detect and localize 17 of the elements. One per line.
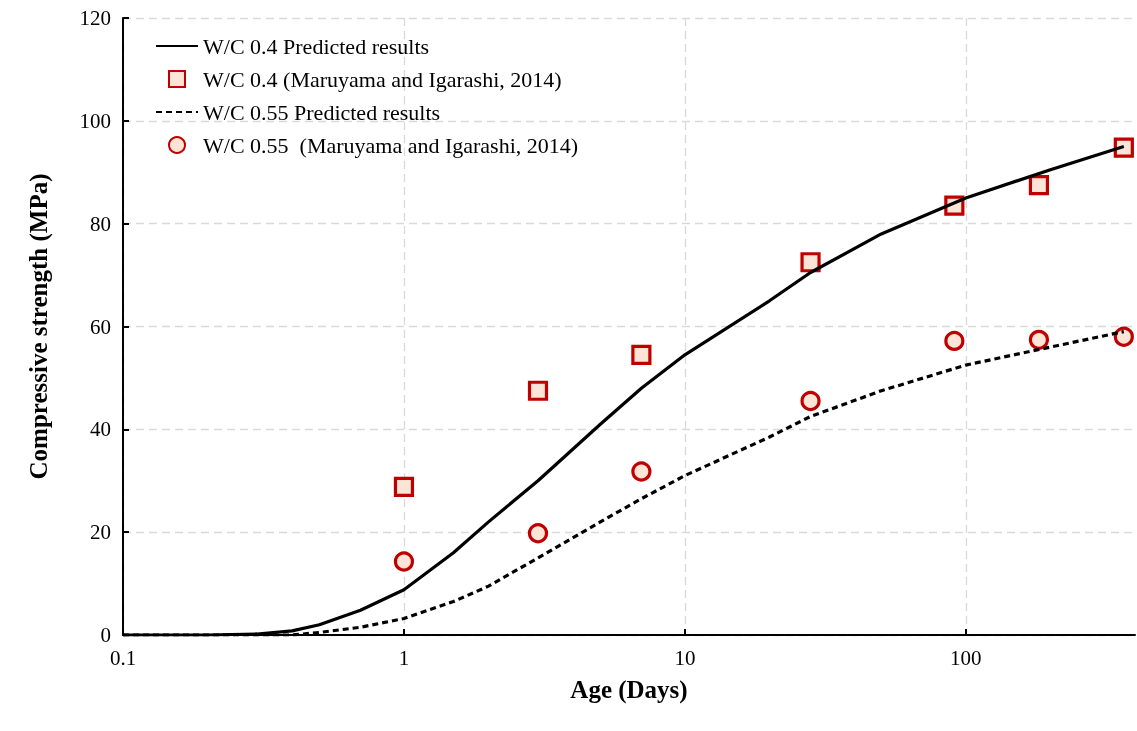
y-tick-label: 120 <box>79 6 111 30</box>
x-tick-label: 1 <box>398 645 410 670</box>
y-axis-title: Compressive strength (MPa) <box>25 173 53 480</box>
y-tick-label: 20 <box>90 520 111 545</box>
x-tick-label: 10 <box>674 645 696 670</box>
y-tick-label: 80 <box>90 211 111 236</box>
legend-label: W/C 0.4 (Maruyama and Igarashi, 2014) <box>203 66 562 92</box>
legend-label: W/C 0.4 Predicted results <box>203 33 430 59</box>
x-tick-label: 100 <box>950 645 982 670</box>
x-tick-label: 0.1 <box>109 645 137 670</box>
y-tick-label: 40 <box>90 417 111 442</box>
y-tick-label: 60 <box>90 314 111 339</box>
x-axis-title: Age (Days) <box>570 676 688 704</box>
y-tick-label: 0 <box>100 623 111 647</box>
y-tick-label: 100 <box>79 108 111 133</box>
legend-label: W/C 0.55 (Maruyama and Igarashi, 2014) <box>203 132 579 158</box>
legend-label: W/C 0.55 Predicted results <box>203 99 441 125</box>
